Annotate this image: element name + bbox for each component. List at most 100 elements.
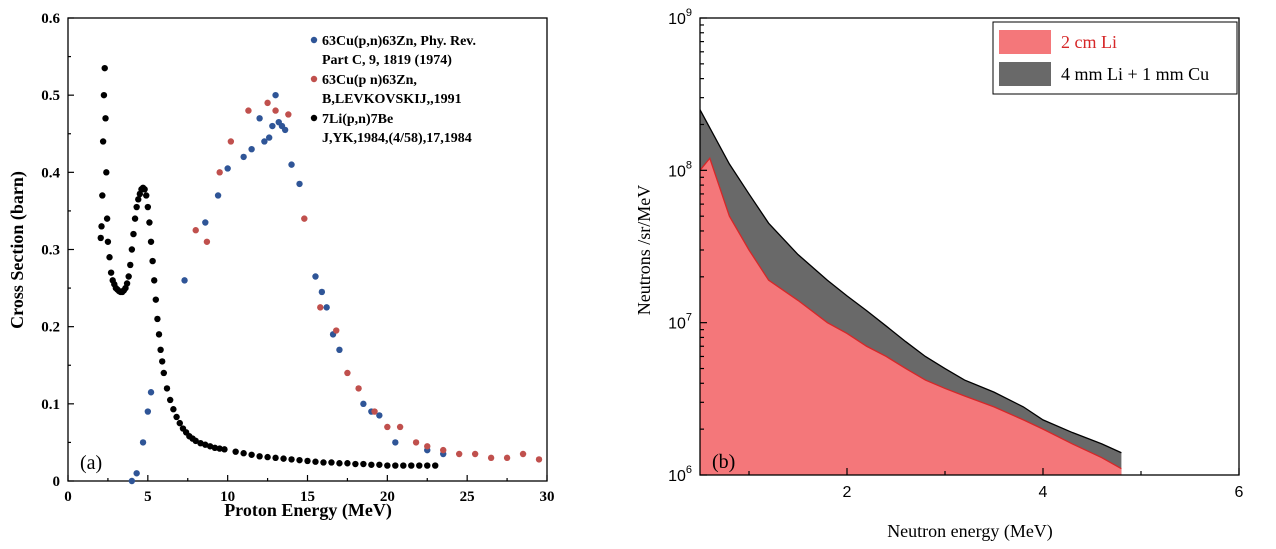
- b-y-tick-label: 106: [668, 464, 692, 485]
- series-63cu-1974-point: [269, 122, 276, 130]
- series-7li-point: [432, 462, 439, 469]
- a-x-tick-label: 20: [380, 489, 395, 505]
- series-63cu-1991-point: [317, 304, 324, 311]
- series-7li-point: [130, 230, 137, 238]
- legend-swatch-2cm-li: [999, 30, 1051, 54]
- series-4mm-li-1mm-cu-line: [700, 109, 1122, 454]
- series-7li-point: [312, 458, 319, 465]
- series-2cm-li-area: [700, 158, 1122, 475]
- series-7li-point: [144, 203, 152, 211]
- series-7li-point: [376, 461, 383, 468]
- panel-a-cross-section-chart: 0 5 10 15 20 25 30 0 0.1 0.2 0.3 0.4 0.5 0.6 Proton E…: [7, 11, 555, 521]
- a-x-tick-label: 15: [300, 489, 315, 505]
- b-y-tick-base: 10: [668, 468, 686, 485]
- series-63cu-1991-point: [424, 443, 431, 450]
- series-7li-point: [166, 396, 174, 404]
- series-7li-point: [400, 462, 407, 469]
- legend-swatch-4mm-li-1mm-cu: [999, 62, 1051, 86]
- a-x-tick-label: 30: [540, 489, 555, 505]
- panel-a-data-points: [97, 64, 543, 485]
- series-7li-point: [103, 215, 111, 222]
- series-7li-point: [159, 358, 166, 365]
- series-7li-point: [256, 453, 263, 460]
- series-63cu-1991-point: [503, 454, 511, 462]
- legend-label-7li-line2: J,YK,1984,(4/58),17,1984: [322, 131, 472, 146]
- series-7li-point: [133, 203, 140, 211]
- b-y-tick-exponent: 9: [686, 7, 692, 19]
- panel-a-ticks: 0 5 10 15 20 25 30 0 0.1 0.2 0.3 0.4 0.5 0.6: [41, 11, 554, 505]
- series-63cu-1974-point: [296, 180, 303, 188]
- series-63cu-1974-point: [376, 412, 383, 419]
- series-7li-point: [384, 462, 391, 469]
- series-63cu-1974-point: [256, 115, 263, 122]
- series-63cu-1974-point: [128, 477, 136, 485]
- series-63cu-1991-point: [285, 111, 292, 118]
- b-y-tick-exponent: 6: [686, 464, 692, 476]
- panel-a-label: (a): [80, 452, 102, 474]
- series-7li-point: [248, 451, 255, 458]
- series-7li-point: [107, 269, 115, 276]
- series-7li-point: [163, 385, 171, 392]
- series-63cu-1991-point: [440, 446, 447, 454]
- panel-b-legend: 2 cm Li 4 mm Li + 1 mm Cu: [992, 21, 1238, 95]
- series-7li-point: [368, 461, 375, 468]
- b-y-tick-exponent: 8: [686, 159, 692, 171]
- series-7li-point: [320, 459, 327, 466]
- panel-b-label: (b): [712, 451, 735, 473]
- series-63cu-1991-point: [264, 99, 271, 107]
- series-7li-point: [304, 457, 311, 465]
- series-7li-point: [99, 138, 107, 145]
- series-63cu-1991-point: [245, 107, 252, 114]
- series-7li-point: [125, 273, 132, 280]
- series-63cu-1974-point: [288, 161, 295, 168]
- series-63cu-1974-point: [312, 273, 319, 280]
- series-63cu-1974-point: [281, 126, 289, 134]
- series-7li-point: [141, 186, 148, 193]
- series-63cu-1974-point: [392, 439, 399, 446]
- series-7li-point: [160, 369, 167, 377]
- b-y-tick-exponent: 7: [686, 312, 692, 324]
- a-x-tick-label: 25: [460, 489, 475, 505]
- series-63cu-1974-point: [248, 145, 255, 153]
- series-7li-point: [216, 445, 223, 452]
- legend-marker-7li: [310, 114, 318, 122]
- series-7li-point: [149, 257, 156, 265]
- legend-label-7li-line1: 7Li(p,n)7Be: [322, 112, 393, 127]
- panel-b-plot-frame: [699, 17, 1240, 476]
- panel-a-x-axis-label: Proton Energy (MeV): [224, 500, 392, 521]
- panel-a-y-axis-label: Cross Section (barn): [7, 171, 28, 329]
- b-x-tick-label: 6: [1235, 484, 1244, 501]
- series-7li-point: [151, 277, 158, 284]
- series-7li-point: [336, 460, 343, 467]
- legend-label-2cm-li: 2 cm Li: [1061, 32, 1117, 52]
- series-63cu-1991-point: [301, 215, 308, 222]
- a-y-tick-label: 0.1: [41, 397, 60, 413]
- series-63cu-1974-point: [360, 400, 367, 408]
- series-7li-point: [344, 460, 351, 467]
- legend-marker-63cu-1974: [310, 36, 318, 44]
- series-7li-point: [97, 234, 104, 242]
- a-y-tick-label: 0: [53, 474, 61, 490]
- series-7li-point: [296, 456, 303, 464]
- a-x-tick-label: 10: [220, 489, 235, 505]
- series-63cu-1991-point: [371, 408, 378, 415]
- legend-label-63cu-1974-line2: Part C, 9, 1819 (1974): [322, 53, 452, 68]
- series-7li-point: [157, 346, 164, 354]
- series-7li-point: [170, 406, 177, 413]
- series-7li-point: [240, 450, 247, 457]
- series-63cu-1974-point: [181, 277, 188, 284]
- series-63cu-1991-point: [333, 327, 340, 334]
- series-7li-point: [173, 413, 180, 421]
- series-63cu-1991-point: [455, 450, 463, 458]
- series-63cu-1974-point: [202, 219, 209, 226]
- b-y-tick-label: 108: [668, 159, 692, 180]
- series-7li-point: [392, 462, 399, 469]
- series-63cu-1974-point: [265, 134, 273, 141]
- a-x-tick-label: 5: [144, 489, 152, 505]
- series-7li-point: [192, 437, 199, 445]
- series-7li-point: [146, 219, 153, 226]
- series-63cu-1974-point: [139, 439, 147, 446]
- series-63cu-1974-point: [272, 91, 279, 99]
- b-y-tick-label: 109: [668, 7, 692, 28]
